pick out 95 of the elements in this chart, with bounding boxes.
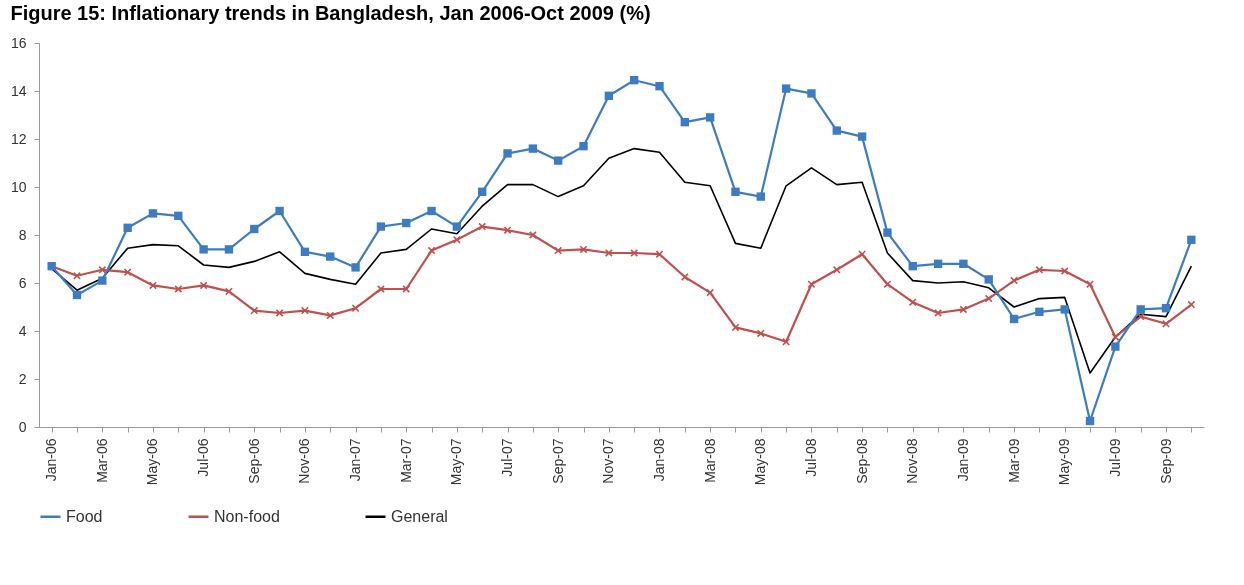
point (908, 298, 917, 307)
point (579, 142, 588, 151)
point (807, 89, 816, 98)
point (579, 245, 588, 254)
x-tick-label: Jul-09 (1106, 438, 1123, 477)
x-tick-label: Jan-08 (650, 438, 667, 482)
point (503, 149, 512, 158)
point (1161, 304, 1171, 313)
point (199, 281, 208, 290)
point (781, 84, 791, 93)
x-tick-label: Jan-06 (43, 438, 60, 482)
point (351, 263, 360, 272)
point (478, 187, 487, 196)
point (326, 252, 335, 261)
legend-label: Food (66, 507, 103, 525)
point (452, 235, 461, 244)
y-tick-label: 0 (18, 418, 27, 435)
x-tick-label: Mar-08 (701, 438, 718, 483)
point (984, 275, 993, 284)
point (933, 259, 943, 268)
point (1035, 307, 1044, 316)
point (1187, 235, 1196, 244)
point (199, 245, 208, 254)
point (655, 82, 664, 91)
point (250, 224, 259, 234)
point (376, 285, 385, 293)
point (376, 222, 386, 231)
x-tick-label: Sep-09 (1157, 438, 1174, 484)
point (1136, 305, 1145, 314)
point (680, 118, 689, 127)
y-tick-label: 8 (18, 226, 27, 243)
x-tick-label: Mar-06 (93, 438, 110, 483)
x-tick-label: May-09 (1056, 438, 1073, 486)
point (832, 265, 841, 274)
point (1060, 305, 1069, 314)
point (908, 262, 917, 271)
x-tick-label: Sep-07 (549, 438, 566, 484)
x-tick-label: Jan-09 (954, 438, 971, 482)
point (98, 276, 107, 285)
point (1009, 314, 1019, 324)
point (402, 218, 411, 228)
point (959, 305, 968, 314)
x-tick-label: Nov-07 (600, 438, 617, 484)
x-tick-label: Jul-07 (499, 438, 516, 477)
point (731, 187, 740, 196)
point (1085, 416, 1095, 426)
x-tick-label: May-08 (752, 438, 769, 486)
point (72, 290, 82, 300)
point (604, 91, 614, 100)
y-tick-label: 12 (10, 130, 27, 147)
point (224, 245, 234, 254)
x-tick-label: May-07 (448, 438, 465, 486)
point (174, 211, 183, 220)
y-tick-label: 2 (18, 370, 27, 387)
point (857, 132, 867, 141)
point (275, 206, 284, 216)
point (705, 113, 715, 122)
x-tick-label: Sep-08 (853, 438, 870, 484)
point (452, 222, 462, 231)
x-tick-label: Jul-06 (195, 438, 212, 477)
point (300, 247, 310, 256)
x-tick-label: Mar-09 (1005, 438, 1022, 483)
point (959, 259, 968, 268)
legend-label: Non-food (214, 507, 280, 525)
point (731, 323, 740, 332)
point (756, 192, 765, 201)
y-tick-label: 6 (18, 274, 27, 291)
point (858, 250, 867, 259)
y-tick-label: 14 (10, 82, 27, 99)
x-tick-label: Jan-07 (347, 438, 364, 482)
point (782, 337, 791, 346)
point (427, 246, 436, 255)
x-tick-label: May-06 (144, 438, 161, 486)
point (832, 126, 841, 135)
point (1111, 342, 1120, 351)
chart-title: Figure 15: Inflationary trends in Bangladesh, Jan 2006-Oct 2009 (%) (10, 2, 651, 24)
y-tick-label: 4 (18, 322, 27, 339)
point (98, 265, 107, 274)
point (528, 144, 538, 153)
point (934, 309, 943, 317)
x-tick-label: Sep-06 (245, 438, 262, 484)
point (123, 223, 132, 232)
x-tick-label: Mar-07 (397, 438, 414, 483)
y-tick-label: 16 (10, 34, 27, 51)
legend-label: General (391, 507, 448, 525)
point (883, 228, 892, 237)
point (554, 156, 563, 165)
x-tick-label: Nov-08 (904, 438, 921, 484)
point (629, 76, 639, 85)
x-tick-label: Nov-06 (296, 438, 313, 484)
point (1187, 300, 1196, 309)
point (148, 209, 158, 218)
point (427, 206, 436, 216)
y-tick-label: 10 (10, 178, 27, 195)
x-tick-label: Jul-08 (802, 438, 819, 477)
